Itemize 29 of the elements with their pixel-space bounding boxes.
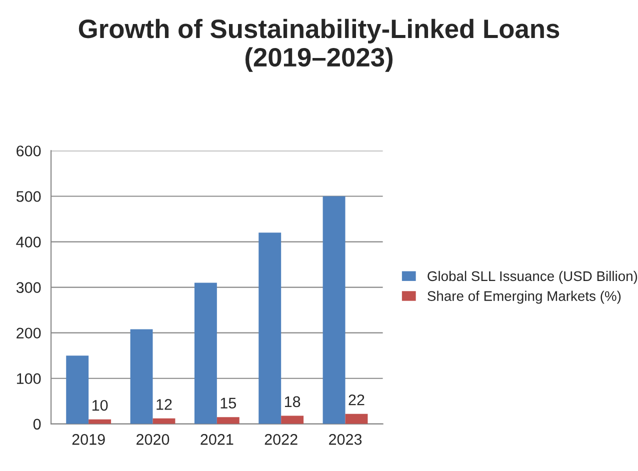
bar <box>130 329 153 424</box>
y-tick-label: 0 <box>33 418 41 430</box>
y-tick-label: 400 <box>16 236 41 248</box>
data-label: 15 <box>220 398 236 408</box>
x-tick-label: 2021 <box>200 434 234 445</box>
bar <box>66 356 89 424</box>
bar <box>194 282 217 424</box>
x-tick-label: 2022 <box>264 434 298 445</box>
bar <box>281 416 304 424</box>
data-label: 10 <box>92 400 108 411</box>
x-tick-label: 2023 <box>329 434 362 445</box>
data-label: 12 <box>156 399 172 410</box>
bar <box>322 196 346 424</box>
bar <box>216 417 240 424</box>
bar <box>345 414 368 424</box>
chart-title: Growth of Sustainability-Linked Loans (2019–2023) <box>78 18 560 72</box>
y-tick-label: 300 <box>16 282 41 293</box>
data-label: 22 <box>348 394 364 406</box>
y-tick-label: 200 <box>16 328 41 339</box>
y-tick-label: 100 <box>16 373 41 384</box>
y-tick-label: 600 <box>16 146 41 156</box>
x-tick-label: 2020 <box>136 434 170 445</box>
data-label: 18 <box>284 396 300 408</box>
x-tick-label: 2019 <box>72 434 105 445</box>
y-tick-label: 500 <box>16 191 41 202</box>
bar <box>258 232 282 424</box>
legend-label: Share of Emerging Markets (%) <box>428 290 621 304</box>
bar <box>152 418 176 424</box>
legend-label: Global SLL Issuance (USD Billion) <box>428 270 638 284</box>
